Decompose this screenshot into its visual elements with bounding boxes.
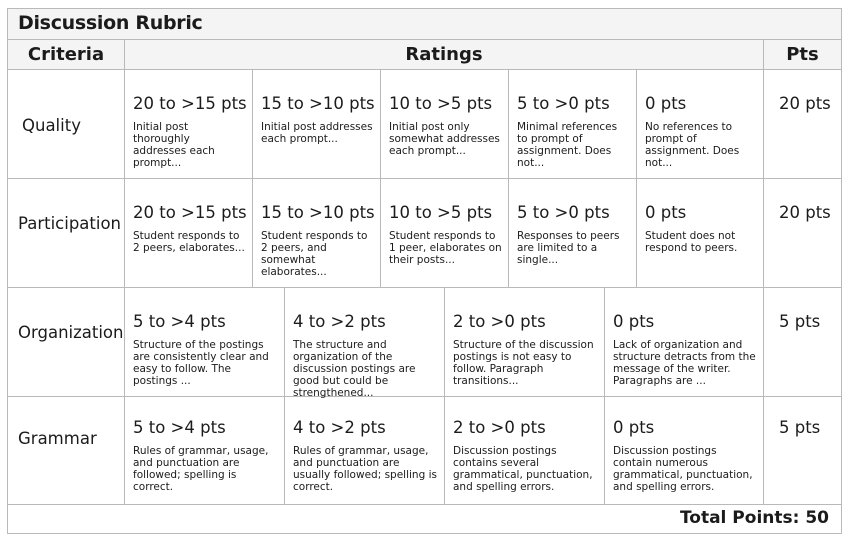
divider — [252, 70, 253, 287]
divider — [444, 287, 445, 504]
divider — [508, 70, 509, 287]
rating-description: Responses to peers are limited to a sing… — [517, 230, 620, 266]
rating-cell[interactable]: 0 pts No references to prompt of assignm… — [637, 94, 763, 169]
rating-description: Rules of grammar, usage, and punctuation… — [293, 445, 437, 493]
rating-cell[interactable]: 5 to >4 pts Structure of the postings ar… — [125, 312, 284, 387]
criterion-grammar: Grammar — [18, 429, 97, 448]
rating-cell[interactable]: 2 to >0 pts Structure of the discussion … — [445, 312, 604, 387]
rating-points: 5 to >0 pts — [517, 94, 610, 113]
rating-points: 20 to >15 pts — [133, 94, 247, 113]
rating-cell[interactable]: 5 to >4 pts Rules of grammar, usage, and… — [125, 418, 284, 493]
criterion-organization: Organization — [18, 323, 124, 342]
criterion-points: 20 pts — [779, 203, 831, 222]
rating-points: 0 pts — [613, 418, 655, 437]
divider — [8, 178, 841, 179]
rating-cell[interactable]: 20 to >15 pts Initial post thoroughly ad… — [125, 94, 252, 169]
divider — [8, 287, 841, 288]
criterion-quality: Quality — [22, 116, 81, 135]
divider — [8, 504, 841, 505]
rating-points: 15 to >10 pts — [261, 94, 375, 113]
rating-points: 2 to >0 pts — [453, 418, 546, 437]
rating-description: Student responds to 1 peer, elaborates o… — [389, 230, 502, 266]
rating-cell[interactable]: 2 to >0 pts Discussion postings contains… — [445, 418, 604, 493]
rating-cell[interactable]: 10 to >5 pts Initial post only somewhat … — [381, 94, 508, 157]
rating-points: 4 to >2 pts — [293, 312, 386, 331]
rating-cell[interactable]: 15 to >10 pts Initial post addresses eac… — [253, 94, 380, 145]
divider — [380, 70, 381, 287]
rating-cell[interactable]: 4 to >2 pts The structure and organizati… — [285, 312, 444, 399]
rubric-title: Discussion Rubric — [18, 12, 203, 34]
rating-cell[interactable]: 0 pts Lack of organization and structure… — [605, 312, 763, 387]
header-ratings: Ratings — [125, 40, 763, 70]
rating-description: The structure and organization of the di… — [293, 339, 416, 399]
rating-points: 2 to >0 pts — [453, 312, 546, 331]
rating-description: Initial post addresses each prompt... — [261, 121, 373, 145]
divider — [8, 396, 841, 397]
rating-points: 5 to >4 pts — [133, 312, 226, 331]
rating-description: Rules of grammar, usage, and punctuation… — [133, 445, 269, 493]
rating-points: 0 pts — [613, 312, 655, 331]
divider — [636, 70, 637, 287]
rating-description: Student responds to 2 peers, and somewha… — [261, 230, 368, 278]
divider — [763, 40, 764, 505]
title-bar: Discussion Rubric — [8, 9, 841, 40]
rating-cell[interactable]: 5 to >0 pts Minimal references to prompt… — [509, 94, 636, 169]
rating-points: 4 to >2 pts — [293, 418, 386, 437]
rating-description: Discussion postings contains several gra… — [453, 445, 593, 493]
rating-points: 5 to >4 pts — [133, 418, 226, 437]
rating-description: Initial post thoroughly addresses each p… — [133, 121, 215, 169]
rating-description: Student does not respond to peers. — [645, 230, 738, 254]
rating-points: 0 pts — [645, 203, 687, 222]
criterion-participation: Participation — [18, 214, 122, 233]
rating-cell[interactable]: 15 to >10 pts Student responds to 2 peer… — [253, 203, 380, 278]
header-criteria: Criteria — [8, 40, 124, 70]
divider — [124, 40, 125, 505]
criterion-points: 20 pts — [779, 94, 831, 113]
rating-points: 20 to >15 pts — [133, 203, 247, 222]
rating-description: Structure of the postings are consistent… — [133, 339, 269, 387]
rubric-table: Discussion Rubric Criteria Ratings Pts Q… — [7, 8, 842, 534]
header-pts: Pts — [764, 40, 841, 70]
rating-description: No references to prompt of assignment. D… — [645, 121, 740, 169]
rating-description: Structure of the discussion postings is … — [453, 339, 594, 387]
rating-cell[interactable]: 20 to >15 pts Student responds to 2 peer… — [125, 203, 252, 254]
rating-cell[interactable]: 10 to >5 pts Student responds to 1 peer,… — [381, 203, 508, 266]
rating-points: 10 to >5 pts — [389, 203, 493, 222]
rating-description: Discussion postings contain numerous gra… — [613, 445, 753, 493]
rating-points: 15 to >10 pts — [261, 203, 375, 222]
criterion-points: 5 pts — [779, 312, 821, 331]
rating-cell[interactable]: 0 pts Discussion postings contain numero… — [605, 418, 763, 493]
rating-cell[interactable]: 0 pts Student does not respond to peers. — [637, 203, 763, 254]
rating-description: Initial post only somewhat addresses eac… — [389, 121, 500, 157]
rating-points: 5 to >0 pts — [517, 203, 610, 222]
rating-description: Lack of organization and structure detra… — [613, 339, 756, 387]
total-points: Total Points: 50 — [679, 508, 829, 528]
rating-points: 10 to >5 pts — [389, 94, 493, 113]
criterion-points: 5 pts — [779, 418, 821, 437]
rating-description: Student responds to 2 peers, elaborates.… — [133, 230, 245, 254]
divider — [284, 287, 285, 504]
divider — [604, 287, 605, 504]
rating-points: 0 pts — [645, 94, 687, 113]
rating-cell[interactable]: 4 to >2 pts Rules of grammar, usage, and… — [285, 418, 444, 493]
rating-description: Minimal references to prompt of assignme… — [517, 121, 618, 169]
rating-cell[interactable]: 5 to >0 pts Responses to peers are limit… — [509, 203, 636, 266]
